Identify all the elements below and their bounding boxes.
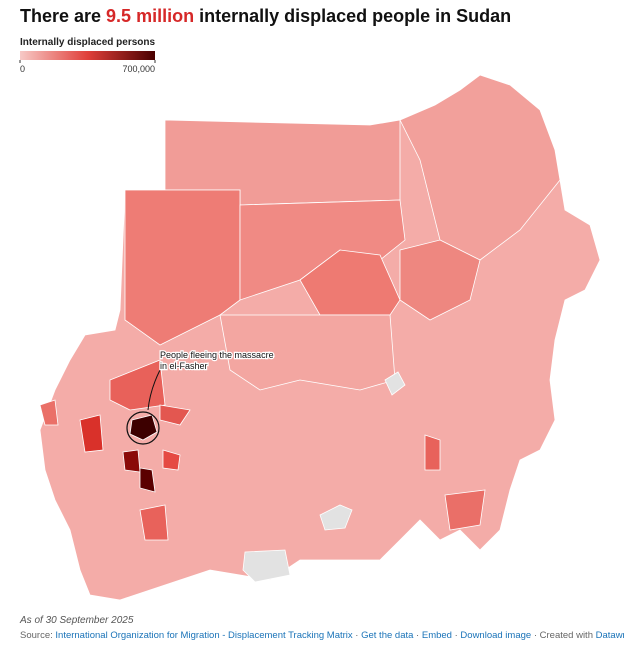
annotation: People fleeing the massacre [160, 350, 274, 360]
region [424, 434, 441, 471]
region [159, 404, 191, 426]
title: There are 9.5 million internally displac… [20, 6, 511, 27]
legend-tick-label: 700,000 [122, 64, 155, 74]
link[interactable]: Download image [460, 630, 532, 641]
region [162, 449, 181, 471]
title-text: internally displaced people in Sudan [194, 6, 512, 26]
regions [39, 74, 601, 601]
link[interactable]: Embed [421, 630, 452, 641]
separator: · [533, 630, 537, 641]
annotation-arrow [147, 369, 161, 411]
legend-title: Internally displaced persons [20, 37, 156, 48]
title-highlight: 9.5 million [106, 6, 195, 26]
region [129, 414, 158, 441]
link[interactable]: International Organization for Migration… [55, 630, 353, 641]
region [39, 399, 59, 426]
created-with: Created with [539, 630, 593, 641]
link[interactable]: Get the data [361, 630, 414, 641]
region [139, 467, 156, 493]
annotation-circle [126, 411, 160, 445]
legend-tick-label: 0 [20, 64, 25, 74]
region [399, 239, 481, 321]
region [109, 359, 166, 411]
title-text: There are [20, 6, 107, 26]
region [79, 414, 104, 453]
region [122, 449, 141, 473]
map: 0 700,000 People fleein [19, 51, 601, 601]
region [444, 489, 486, 531]
separator: · [416, 630, 420, 641]
annotation: in el-Fasher [160, 361, 208, 371]
legend-bar [20, 51, 155, 60]
source: Source: International Organization for M… [20, 630, 624, 641]
region [319, 504, 353, 531]
region [139, 504, 169, 541]
link[interactable]: Datawrapper [595, 630, 624, 641]
region [384, 371, 406, 396]
separator: · [454, 630, 458, 641]
separator: · [355, 630, 359, 641]
source-label: Source: [20, 630, 53, 641]
note: As of 30 September 2025 [20, 615, 134, 626]
region [242, 549, 291, 583]
region [219, 314, 396, 391]
